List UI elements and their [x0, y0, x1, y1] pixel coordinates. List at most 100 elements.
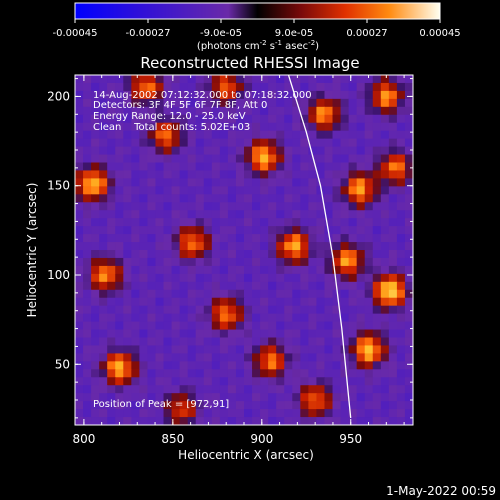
- heatmap-cell: [91, 194, 100, 203]
- heatmap-cell: [332, 178, 342, 187]
- heatmap-cell: [83, 409, 92, 418]
- heatmap-cell: [348, 345, 358, 354]
- heatmap-cell: [99, 138, 108, 148]
- heatmap-cell: [268, 178, 277, 187]
- heatmap-cell: [348, 154, 358, 164]
- heatmap-cell: [107, 289, 116, 299]
- heatmap-cell: [123, 369, 132, 378]
- heatmap-cell: [99, 114, 108, 124]
- heatmap-cell: [300, 82, 309, 92]
- heatmap-cell: [219, 297, 229, 307]
- heatmap-cell: [171, 393, 181, 402]
- heatmap-cell: [388, 353, 398, 362]
- heatmap-cell: [147, 337, 157, 347]
- heatmap-cell: [348, 361, 358, 370]
- heatmap-cell: [268, 170, 277, 179]
- heatmap-cell: [404, 75, 413, 84]
- heatmap-cell: [187, 305, 197, 315]
- heatmap-cell: [300, 250, 309, 259]
- heatmap-cell: [211, 345, 221, 354]
- heatmap-cell: [316, 353, 326, 362]
- heatmap-cell: [340, 154, 350, 164]
- heatmap-cell: [91, 297, 100, 307]
- heatmap-cell: [163, 257, 173, 267]
- heatmap-cell: [300, 401, 309, 410]
- heatmap-cell: [372, 178, 382, 187]
- heatmap-cell: [163, 377, 173, 386]
- heatmap-cell: [324, 186, 334, 195]
- heatmap-cell: [372, 377, 382, 386]
- heatmap-cell: [332, 353, 342, 362]
- heatmap-cell: [91, 401, 100, 410]
- heatmap-cell: [107, 361, 116, 370]
- heatmap-cell: [260, 106, 269, 116]
- heatmap-cell: [123, 393, 132, 402]
- heatmap-cell: [396, 122, 406, 132]
- heatmap-cell: [211, 162, 221, 172]
- heatmap-cell: [396, 106, 406, 116]
- heatmap-cell: [147, 369, 157, 378]
- heatmap-cell: [396, 218, 406, 227]
- heatmap-cell: [340, 202, 350, 211]
- heatmap-cell: [380, 313, 390, 323]
- heatmap-cell: [219, 106, 229, 116]
- heatmap-cell: [155, 186, 165, 195]
- heatmap-cell: [396, 234, 406, 243]
- heatmap-cell: [179, 321, 189, 331]
- heatmap-cell: [203, 162, 213, 172]
- heatmap-cell: [139, 305, 149, 315]
- heatmap-cell: [75, 234, 84, 243]
- heatmap-cell: [276, 250, 285, 259]
- heatmap-cell: [348, 234, 358, 243]
- heatmap-cell: [115, 289, 124, 299]
- heatmap-cell: [131, 265, 140, 275]
- heatmap-cell: [348, 313, 358, 323]
- heatmap-cell: [91, 90, 100, 100]
- heatmap-cell: [179, 377, 189, 386]
- heatmap-cell: [187, 98, 197, 108]
- heatmap-cell: [211, 146, 221, 156]
- heatmap-cell: [284, 154, 293, 164]
- heatmap-cell: [356, 329, 366, 339]
- heatmap-cell: [139, 194, 149, 203]
- heatmap-cell: [163, 321, 173, 331]
- heatmap-cell: [396, 250, 406, 259]
- heatmap-cell: [123, 345, 132, 354]
- heatmap-cell: [211, 321, 221, 331]
- heatmap-cell: [91, 361, 100, 370]
- heatmap-cell: [115, 210, 124, 219]
- heatmap-cell: [388, 337, 398, 347]
- heatmap-cell: [388, 170, 398, 179]
- heatmap-cell: [396, 98, 406, 108]
- heatmap-cell: [332, 186, 342, 195]
- heatmap-cell: [332, 130, 342, 140]
- heatmap-cell: [123, 353, 132, 362]
- heatmap-cell: [75, 75, 84, 84]
- heatmap-cell: [163, 409, 173, 418]
- heatmap-cell: [260, 194, 269, 203]
- heatmap-cell: [396, 202, 406, 211]
- heatmap-cell: [99, 257, 108, 267]
- heatmap-cell: [252, 329, 261, 339]
- heatmap-cell: [75, 82, 84, 92]
- heatmap-cell: [179, 138, 189, 148]
- heatmap-cell: [356, 170, 366, 179]
- heatmap-cell: [324, 393, 334, 402]
- heatmap-cell: [107, 409, 116, 418]
- heatmap-cell: [284, 106, 293, 116]
- heatmap-cell: [340, 385, 350, 394]
- heatmap-cell: [91, 146, 100, 156]
- heatmap-cell: [324, 75, 334, 84]
- heatmap-cell: [292, 186, 301, 195]
- heatmap-cell: [260, 321, 269, 331]
- heatmap-cell: [139, 154, 149, 164]
- heatmap-cell: [300, 194, 309, 203]
- heatmap-cell: [348, 337, 358, 347]
- heatmap-cell: [163, 265, 173, 275]
- heatmap-cell: [203, 194, 213, 203]
- heatmap-cell: [75, 313, 84, 323]
- heatmap-cell: [308, 194, 318, 203]
- heatmap-cell: [75, 257, 84, 267]
- heatmap-cell: [324, 353, 334, 362]
- heatmap-cell: [163, 234, 173, 243]
